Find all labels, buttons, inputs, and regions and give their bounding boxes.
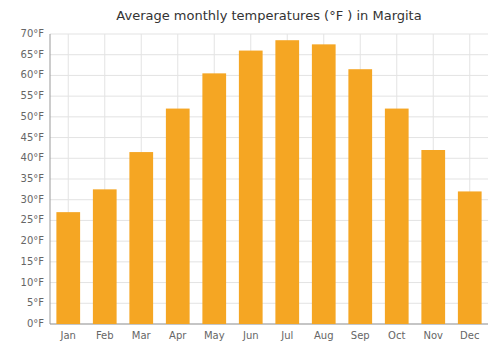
y-grid-line xyxy=(50,34,488,35)
x-tick-label: Jul xyxy=(280,330,293,341)
bar xyxy=(56,212,80,324)
grid xyxy=(50,34,488,324)
y-tick-label: 10°F xyxy=(21,277,45,288)
y-grid-line xyxy=(50,75,488,76)
bar xyxy=(93,189,117,324)
y-tick-label: 60°F xyxy=(21,69,45,80)
bar xyxy=(239,51,263,324)
bar xyxy=(385,109,409,324)
x-tick-label: Mar xyxy=(132,330,152,341)
y-tick-label: 55°F xyxy=(21,90,45,101)
x-tick-label: Apr xyxy=(169,330,187,341)
x-tick-label: Nov xyxy=(423,330,443,341)
axes: 0°F 5°F 10°F 15°F 20°F 25°F 30°F 35°F 40°F 45°F 50… xyxy=(21,28,488,341)
y-tick-label: 65°F xyxy=(21,49,45,60)
y-tick-label: 35°F xyxy=(21,173,45,184)
bars xyxy=(56,40,481,324)
bar xyxy=(421,150,445,324)
y-tick-label: 30°F xyxy=(21,194,45,205)
y-grid-line xyxy=(50,54,488,55)
chart-container: 0°F 5°F 10°F 15°F 20°F 25°F 30°F 35°F 40°F 45°F 50… xyxy=(0,0,500,350)
x-tick-label: Aug xyxy=(314,330,334,341)
y-grid-line xyxy=(50,137,488,138)
y-grid-line xyxy=(50,96,488,97)
y-tick-label: 70°F xyxy=(21,28,45,39)
bar xyxy=(348,69,372,324)
y-tick-label: 25°F xyxy=(21,214,45,225)
y-tick-label: 15°F xyxy=(21,256,45,267)
y-tick-label: 40°F xyxy=(21,152,45,163)
bar xyxy=(312,44,336,324)
y-tick-label: 20°F xyxy=(21,235,45,246)
x-tick-label: Feb xyxy=(96,330,114,341)
x-tick-label: Oct xyxy=(388,330,405,341)
bar xyxy=(129,152,153,324)
y-tick-label: 45°F xyxy=(21,132,45,143)
bar xyxy=(458,191,482,324)
chart: 0°F 5°F 10°F 15°F 20°F 25°F 30°F 35°F 40°F 45°F 50… xyxy=(0,0,500,350)
y-axis-line xyxy=(50,34,51,324)
x-tick-label: Sep xyxy=(351,330,370,341)
x-tick-label: Jun xyxy=(242,330,259,341)
x-tick-label: Jan xyxy=(60,330,76,341)
x-tick-label: May xyxy=(204,330,225,341)
y-grid-line xyxy=(50,116,488,117)
bar xyxy=(275,40,299,324)
y-tick-label: 0°F xyxy=(27,318,44,329)
bar xyxy=(166,109,190,324)
x-tick-label: Dec xyxy=(460,330,479,341)
y-tick-label: 5°F xyxy=(27,297,44,308)
title: Average monthly temperatures (°F ) in Ma… xyxy=(116,8,421,23)
bar xyxy=(202,73,226,324)
y-tick-label: 50°F xyxy=(21,111,45,122)
